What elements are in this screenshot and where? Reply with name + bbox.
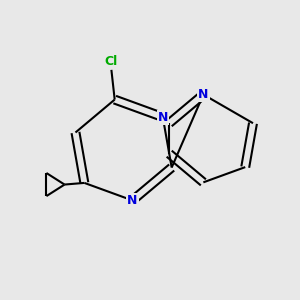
Text: N: N — [127, 194, 138, 207]
Text: Cl: Cl — [105, 55, 118, 68]
Text: N: N — [198, 88, 208, 101]
Text: N: N — [158, 111, 168, 124]
